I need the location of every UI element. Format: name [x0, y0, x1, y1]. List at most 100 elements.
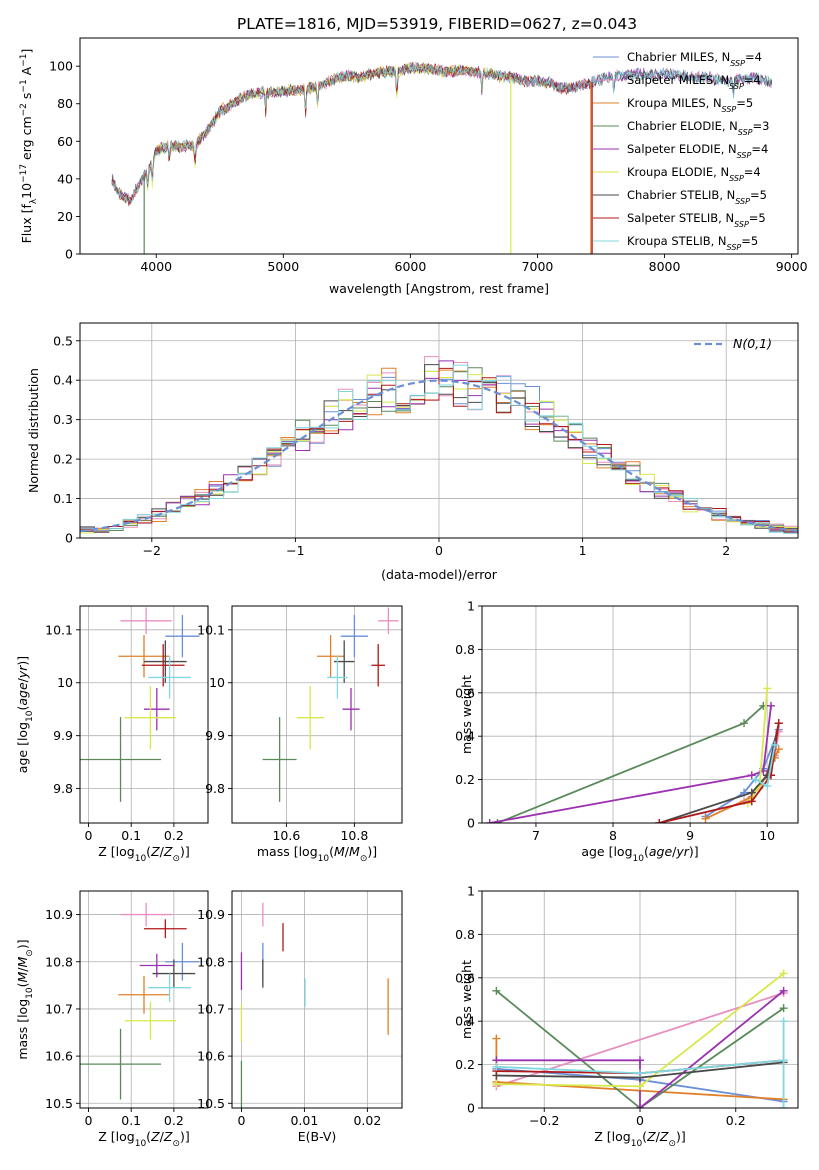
spectrum-xlabel: wavelength [Angstrom, rest frame] — [329, 281, 549, 296]
mass_vs_Z-plot-area — [80, 902, 200, 1100]
y-tick-label: 0.6 — [455, 685, 475, 700]
y-tick-label: 0.4 — [455, 729, 475, 744]
legend-tail: =5 — [749, 211, 766, 225]
x-tick-label: 0.01 — [290, 1113, 318, 1128]
massweight_vs_age-plot-area — [485, 684, 783, 823]
age_vs_mass-plot-area — [262, 607, 399, 802]
massweight_vs_Z-plot-area — [492, 969, 788, 1108]
axes-frame — [481, 605, 799, 824]
label-part: Z — [646, 1129, 656, 1144]
legend-text: Kroupa ELODIE, N — [627, 165, 729, 179]
legend-subscript: SSP — [727, 243, 742, 252]
legend-text: Chabrier ELODIE, N — [627, 119, 738, 133]
legend-subscript: SSP — [730, 59, 745, 68]
y-tick-label: 0.4 — [455, 1014, 475, 1029]
x-tick-label: 2 — [722, 543, 730, 558]
x-tick-label: 8000 — [649, 259, 681, 274]
label-part: ⊙ — [172, 854, 180, 864]
label-part: 10 — [19, 183, 34, 199]
y-tick-label: 0.2 — [53, 452, 73, 467]
legend-tail: =3 — [753, 119, 770, 133]
x-tick-label: 4000 — [140, 259, 172, 274]
label-part: Z [log — [98, 1129, 134, 1144]
legend-label: Kroupa ELODIE, NSSP=4 — [627, 165, 761, 183]
legend-tail: =5 — [750, 188, 767, 202]
y-tick-label: 0.1 — [53, 491, 73, 506]
spectrum-axes: 4000 5000 6000 7000 8000 9000 0 20 40 60 80 100 wave… — [19, 37, 808, 296]
weight-marker — [747, 771, 756, 780]
weight-marker — [779, 1017, 788, 1026]
label-part: λ — [29, 198, 39, 204]
histogram-step-kroupa-stelib — [80, 364, 798, 534]
weight-marker — [492, 1034, 501, 1043]
label-part: M — [349, 844, 360, 859]
legend-label: Chabrier MILES, NSSP=4 — [627, 50, 762, 68]
y-tick-label: 0.3 — [53, 412, 73, 427]
legend-text: Salpeter STELIB, N — [627, 211, 734, 225]
y-tick-label: 100 — [49, 59, 73, 74]
label-part: )] — [180, 1129, 190, 1144]
y-tick-label: 0.2 — [455, 1057, 475, 1072]
legend-text: Salpeter MILES, N — [627, 73, 729, 87]
x-tick-label: 0.1 — [121, 828, 141, 843]
spectrum-line-salpeter-stelib — [111, 63, 593, 205]
label-part: )] — [15, 939, 30, 949]
spectrum-plot-area — [111, 61, 773, 254]
y-tick-label: 0.4 — [53, 373, 73, 388]
age_vs_Z-plot-area — [80, 607, 200, 802]
x-tick-label: 9000 — [776, 259, 808, 274]
label-part: / — [345, 844, 350, 859]
label-part: yr — [15, 665, 30, 679]
legend-subscript: SSP — [737, 151, 752, 160]
label-part: )] — [180, 844, 190, 859]
x-tick-label: 7000 — [522, 259, 554, 274]
y-tick-label: 1 — [467, 884, 475, 899]
legend-label: Salpeter MILES, NSSP=4 — [627, 73, 761, 91]
label-part: ⊙ — [25, 949, 35, 957]
label-part: ( — [644, 844, 649, 859]
x-tick-label: 5000 — [267, 259, 299, 274]
label-part: 10 — [135, 854, 147, 864]
legend-tail: =5 — [736, 96, 753, 110]
gaussian-curve — [80, 379, 798, 533]
residual_hist-plot-area — [80, 356, 798, 537]
massweight_vs_Z-ylabel: mass weight — [459, 960, 474, 1039]
spectrum-frame: 4000 5000 6000 7000 8000 9000 0 20 40 60 80 100 wave… — [19, 37, 808, 296]
legend-text: Chabrier MILES, N — [627, 50, 730, 64]
axes-frame — [79, 890, 209, 1109]
massweight_vs_Z-frame: −0.2 0 0.200.20.40.60.81Z [log10(Z/Z⊙)]mas… — [455, 884, 799, 1149]
legend-subscript: SSP — [729, 82, 744, 91]
weight-line-salpeter-miles — [496, 992, 784, 1088]
x-tick-label: 0 — [435, 543, 443, 558]
label-part: M — [15, 972, 30, 983]
x-tick-label: 7 — [532, 828, 540, 843]
legend-text: Salpeter ELODIE, N — [627, 142, 737, 156]
label-part: yr — [675, 844, 689, 859]
legend-tail: =4 — [745, 50, 762, 64]
legend-text: Kroupa STELIB, N — [627, 234, 727, 248]
weight-marker — [493, 819, 502, 823]
label-part: )] — [676, 1129, 686, 1144]
histogram-ylabel: Normed distribution — [26, 368, 41, 493]
label-part: 10 — [633, 854, 645, 864]
age_vs_Z-xlabel: Z [log10(Z/Z⊙)] — [98, 844, 190, 864]
weight-marker — [763, 684, 772, 693]
x-tick-label: 0.02 — [353, 1113, 381, 1128]
weight-marker — [779, 1004, 788, 1013]
legend-subscript: SSP — [729, 174, 744, 183]
label-part: Z — [163, 1129, 173, 1144]
mass_vs_ebv-frame: 0 0.01 0.02 10.5 10.6 10.7 10.8 10.9 E(B-V) — [197, 890, 403, 1144]
x-tick-label: 1 — [579, 543, 587, 558]
label-part: age — [649, 844, 673, 859]
x-tick-label: 10 — [759, 828, 775, 843]
y-tick-label: 10.6 — [197, 1049, 225, 1064]
spectrum-line-kroupa-stelib — [111, 63, 773, 203]
massweight_vs_age-xlabel: age [log10(age/yr)] — [581, 844, 698, 864]
weight-marker — [636, 1056, 644, 1065]
legend-subscript: SSP — [722, 105, 737, 114]
y-tick-label: 80 — [57, 96, 73, 111]
residual_hist-frame: −2 −1 0 1 2 0 0.1 0.2 0.3 0.4 0.5 (data-model)/erro… — [26, 322, 799, 582]
